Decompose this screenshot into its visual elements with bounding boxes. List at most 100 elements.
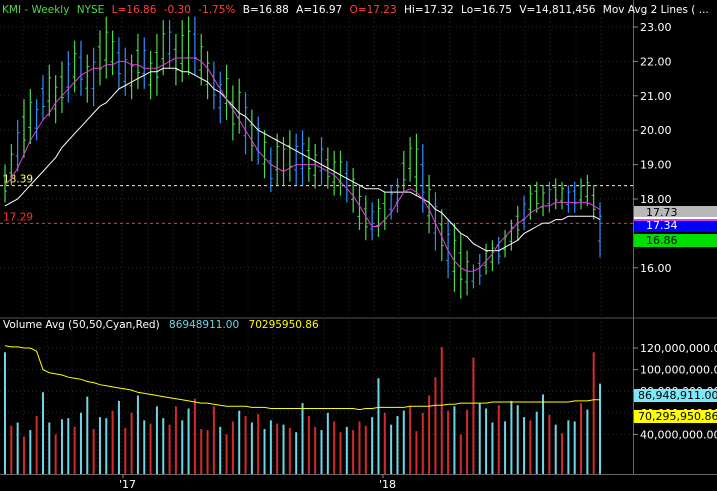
volume-bar [60,419,63,474]
price-bar [256,116,261,165]
exchange-label: NYSE [77,4,105,16]
price-bar [560,181,565,210]
price-bar [249,109,254,162]
price-bar [439,209,444,261]
volume-bar [98,417,101,474]
volume-bar [181,420,184,474]
price-bar [585,174,590,206]
price-bar [262,130,267,179]
price-bar [192,16,197,76]
volume-bar [130,412,133,474]
volume-bar [428,395,431,474]
volume-study-label: Volume Avg (50,50,Cyan,Red) [3,319,160,331]
volume-bar [92,429,95,474]
price-tick-label: 22.00 [640,55,672,68]
price-bar [458,233,463,299]
volume-bar [396,416,399,474]
price-bar [490,240,495,272]
price-bar [243,92,248,155]
price-bar [401,150,406,193]
volume-badge [634,410,717,423]
price-bar [15,119,20,172]
volume-bar [472,357,475,474]
price-bar [218,71,223,124]
volume-bar [535,411,538,474]
price-bar [40,75,45,120]
price-bar [161,20,166,76]
ticker-label: KMI - Weekly [2,4,69,16]
price-bar [509,219,514,251]
price-bar [338,150,343,196]
time-tick-label: '17 [119,478,136,491]
price-bar [477,254,482,285]
price-bar [135,33,140,89]
volume-tick-label: 100,000,000.00 [640,364,717,377]
study-label: Mov Avg 2 Lines ( ... [603,4,709,16]
price-bar [116,37,121,89]
price-bar [591,185,596,220]
high-price: Hi=17.32 [404,4,454,16]
volume-bar [383,412,386,474]
price-badge [634,219,717,232]
volume-tick-label: 40,000,000.00 [640,428,717,441]
badge-separator [634,219,717,221]
price-bar [129,54,134,100]
volume-bar [333,421,336,474]
price-bar [104,16,109,79]
price-bar [344,161,349,203]
volume-bar [586,409,589,474]
volume-bar [231,421,234,474]
volume-bar [447,410,450,474]
volume-bar [314,426,317,474]
price-bar [484,243,489,275]
volume-bar [143,420,146,474]
volume-average-line [4,345,600,411]
price-badge [634,206,717,219]
price-bar [522,195,527,230]
volume-bar [29,430,32,474]
price-bar [541,185,546,217]
moving-average-fast [4,57,601,272]
price-bar [452,223,457,292]
price-tick-label: 19.00 [640,159,672,172]
volume-bar [276,423,279,474]
price-tick-label: 23.00 [640,21,672,34]
price-header: KMI - Weekly NYSE L=16.86 -0.30 -1.75% B… [2,4,709,16]
price-bar [553,178,558,210]
volume-bar [41,392,44,474]
moving-average-slow [4,67,601,252]
volume-bar [162,418,165,474]
volume-bar [48,422,51,474]
price-bar [154,33,159,96]
price-bar [78,40,83,96]
price-bars [3,16,603,299]
volume-value: V=14,811,456 [519,4,595,16]
badge-separator [634,217,717,219]
price-bar [465,250,470,296]
price-bar [363,195,368,241]
open-price: O=17.23 [350,4,397,16]
price-bar [167,20,172,69]
volume-bar [440,346,443,474]
volume-bar [434,377,437,474]
price-bar [370,202,375,241]
volume-bar [466,409,469,474]
price-bar [110,30,115,76]
price-bar [572,181,577,213]
price-bar [300,130,305,186]
volume-bar [174,406,177,474]
price-bar [123,47,128,96]
price-bar [332,150,337,196]
volume-bar [320,430,323,474]
volume-bar [257,413,260,474]
price-bar [91,47,96,107]
volume-bar [339,432,342,474]
price-badge-label: 17.34 [646,219,678,232]
ask-price: A=16.97 [296,4,342,16]
last-price: L=16.86 [112,4,157,16]
volume-bar [529,420,532,474]
volume-bar [409,406,412,474]
price-bar [21,99,26,158]
volume-bar [504,421,507,474]
volume-bar [79,412,82,474]
